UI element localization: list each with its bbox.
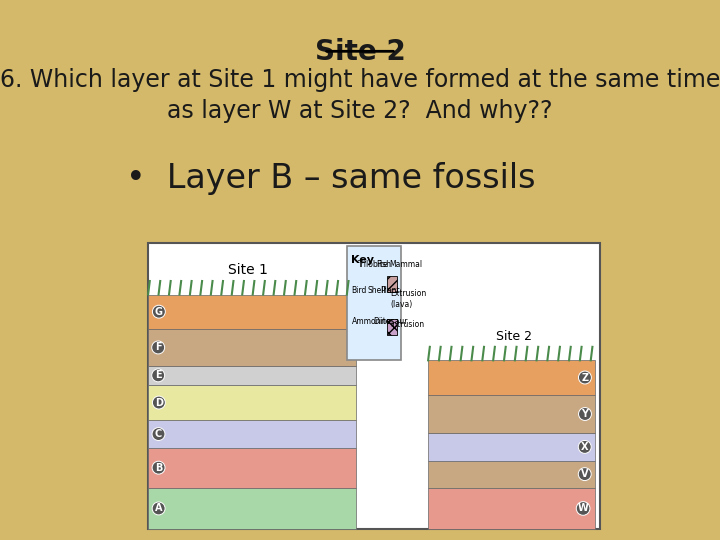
Text: •  Layer B – same fossils: • Layer B – same fossils	[126, 162, 535, 195]
Text: Trilobite: Trilobite	[358, 260, 388, 268]
Text: C: C	[155, 429, 162, 439]
Text: X: X	[581, 442, 588, 452]
Text: Key: Key	[351, 255, 374, 265]
FancyBboxPatch shape	[148, 329, 356, 366]
FancyBboxPatch shape	[148, 488, 356, 529]
FancyBboxPatch shape	[148, 243, 600, 529]
FancyBboxPatch shape	[428, 461, 595, 488]
Text: Y: Y	[582, 409, 588, 419]
FancyBboxPatch shape	[148, 421, 356, 448]
FancyBboxPatch shape	[148, 294, 356, 329]
Text: Site 1: Site 1	[228, 263, 267, 277]
FancyBboxPatch shape	[428, 433, 595, 461]
Text: Intrusion: Intrusion	[390, 320, 424, 329]
Text: Site 2: Site 2	[315, 38, 405, 66]
Text: Ammonite: Ammonite	[352, 317, 392, 326]
Text: Bird: Bird	[351, 286, 366, 295]
Text: V: V	[581, 469, 588, 479]
Text: Fish: Fish	[377, 260, 392, 268]
Text: Site 2: Site 2	[496, 330, 532, 343]
FancyBboxPatch shape	[387, 319, 397, 335]
Text: 6. Which layer at Site 1 might have formed at the same time
as layer W at Site 2: 6. Which layer at Site 1 might have form…	[0, 68, 720, 123]
Text: D: D	[155, 397, 163, 408]
Text: F: F	[155, 342, 161, 353]
Text: Extrusion
(lava): Extrusion (lava)	[390, 289, 426, 309]
Text: E: E	[155, 370, 161, 380]
FancyBboxPatch shape	[428, 360, 595, 395]
FancyBboxPatch shape	[148, 448, 356, 488]
Text: W: W	[577, 503, 588, 514]
Text: A: A	[155, 503, 163, 514]
Text: B: B	[155, 463, 162, 472]
FancyBboxPatch shape	[148, 366, 356, 384]
Text: G: G	[155, 307, 163, 316]
FancyBboxPatch shape	[428, 488, 595, 529]
FancyBboxPatch shape	[428, 395, 595, 433]
FancyBboxPatch shape	[347, 246, 401, 360]
FancyBboxPatch shape	[387, 275, 397, 292]
Text: Dinosaur: Dinosaur	[373, 317, 408, 326]
FancyBboxPatch shape	[148, 384, 356, 421]
Text: Plant: Plant	[380, 286, 400, 295]
Text: Shell: Shell	[367, 286, 386, 295]
Text: Z: Z	[581, 373, 588, 382]
Text: Mammal: Mammal	[389, 260, 422, 268]
